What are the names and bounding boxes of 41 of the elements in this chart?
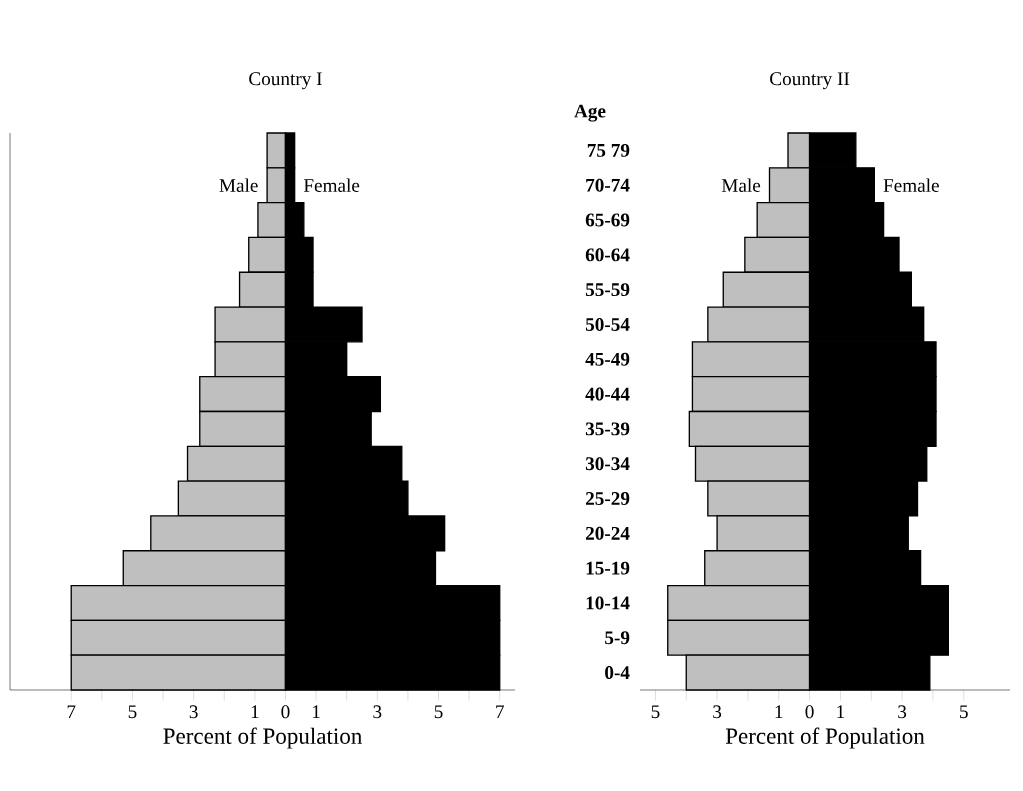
series-label: Female — [303, 178, 360, 192]
y-tick-label: 50-54 — [585, 317, 630, 331]
x-tick-label: 3 — [373, 705, 382, 719]
y-tick-label: 70-74 — [586, 178, 630, 192]
series-label: Male — [721, 178, 761, 192]
chart-title: Country I — [249, 72, 322, 90]
x-tick-label: 5 — [128, 705, 137, 719]
x-tick-label: 5 — [960, 705, 968, 719]
x-axis-title: Percent of Population — [163, 727, 362, 749]
y-tick-label: 15-19 — [586, 561, 630, 575]
x-tick-label: 0 — [805, 705, 814, 719]
y-tick-label: 0-4 — [605, 666, 630, 680]
y-tick-label: 10-14 — [586, 596, 630, 610]
x-tick-label: 1 — [837, 705, 845, 719]
y-tick-label: 25-29 — [585, 492, 630, 505]
y-tick-label: 40-44 — [585, 387, 630, 401]
x-tick-label: 0 — [281, 705, 290, 719]
x-tick-label: 3 — [189, 705, 198, 719]
x-tick-label: 7 — [496, 705, 504, 718]
y-tick-label: 45-49 — [585, 352, 630, 366]
y-tick-label: 35-39 — [585, 422, 630, 436]
y-tick-label: 5-9 — [605, 631, 630, 645]
x-tick-label: 5 — [434, 705, 443, 719]
y-tick-label: 60-64 — [585, 248, 630, 262]
x-axis-title: Percent of Population — [725, 727, 925, 749]
y-tick-label: 65-69 — [585, 213, 630, 227]
series-label: Female — [883, 178, 939, 192]
x-tick-label: 3 — [898, 705, 907, 719]
x-tick-label: 7 — [67, 705, 76, 718]
x-tick-label: 1 — [251, 705, 259, 719]
y-tick-label: 20-24 — [585, 526, 630, 540]
y-tick-label: 30-34 — [585, 457, 630, 471]
y-axis-title: Age — [574, 104, 606, 122]
x-tick-label: 1 — [775, 705, 783, 719]
x-tick-label: 1 — [312, 705, 320, 719]
x-tick-label: 3 — [713, 705, 722, 719]
series-label: Male — [219, 178, 258, 192]
x-tick-label: 5 — [651, 705, 660, 719]
y-tick-label: 75 79 — [587, 143, 630, 157]
chart-title: Country II — [770, 72, 850, 90]
y-tick-label: 55-59 — [585, 283, 630, 297]
